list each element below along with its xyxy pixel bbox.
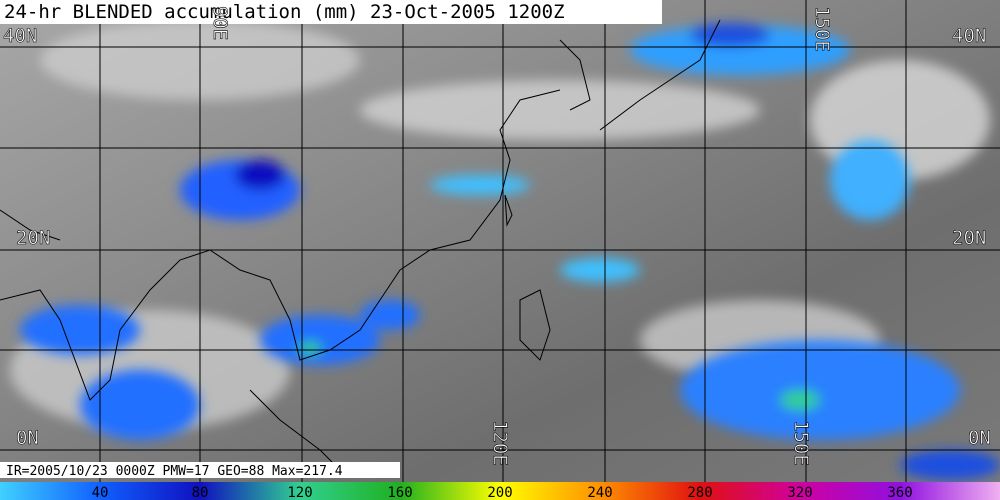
colorbar-tick-label: 160 <box>387 485 412 500</box>
latitude-label: 0N <box>16 427 39 449</box>
latitude-label: 40N <box>952 25 986 47</box>
colorbar-tick-label: 360 <box>887 485 912 500</box>
info-box <box>0 462 400 478</box>
title-box <box>0 0 662 24</box>
latitude-label: 20N <box>952 227 986 249</box>
longitude-label: 120E <box>489 420 511 466</box>
info: IR=2005/10/23 0000Z PMW=17 GEO=88 Max=21… <box>6 464 343 479</box>
precipitation <box>20 23 1000 480</box>
longitude-label: 150E <box>790 420 812 466</box>
longitude-label: 150E <box>811 6 833 52</box>
colorbar-tick-label: 80 <box>192 485 209 500</box>
colorbar-tick-label: 40 <box>92 485 109 500</box>
title: 24-hr BLENDED accumulation (mm) 23-Oct-2… <box>4 1 565 23</box>
latitude-label: 20N <box>16 227 50 249</box>
colorbar-tick-label: 240 <box>587 485 612 500</box>
longitude-label: 90E <box>209 6 231 40</box>
latitude-label: 0N <box>968 427 991 449</box>
coastlines <box>0 19 721 471</box>
colorbar-tick-label: 280 <box>687 485 712 500</box>
latitude-label: 40N <box>3 25 37 47</box>
colorbar-tick-label: 120 <box>287 485 312 500</box>
colorbar-ticks: 40 80 120 160 200 240 280 320 360 <box>92 485 913 500</box>
colorbar-tick-label: 200 <box>487 485 512 500</box>
colorbar <box>0 482 1000 500</box>
graticule <box>0 0 1000 482</box>
colorbar-tick-label: 320 <box>787 485 812 500</box>
